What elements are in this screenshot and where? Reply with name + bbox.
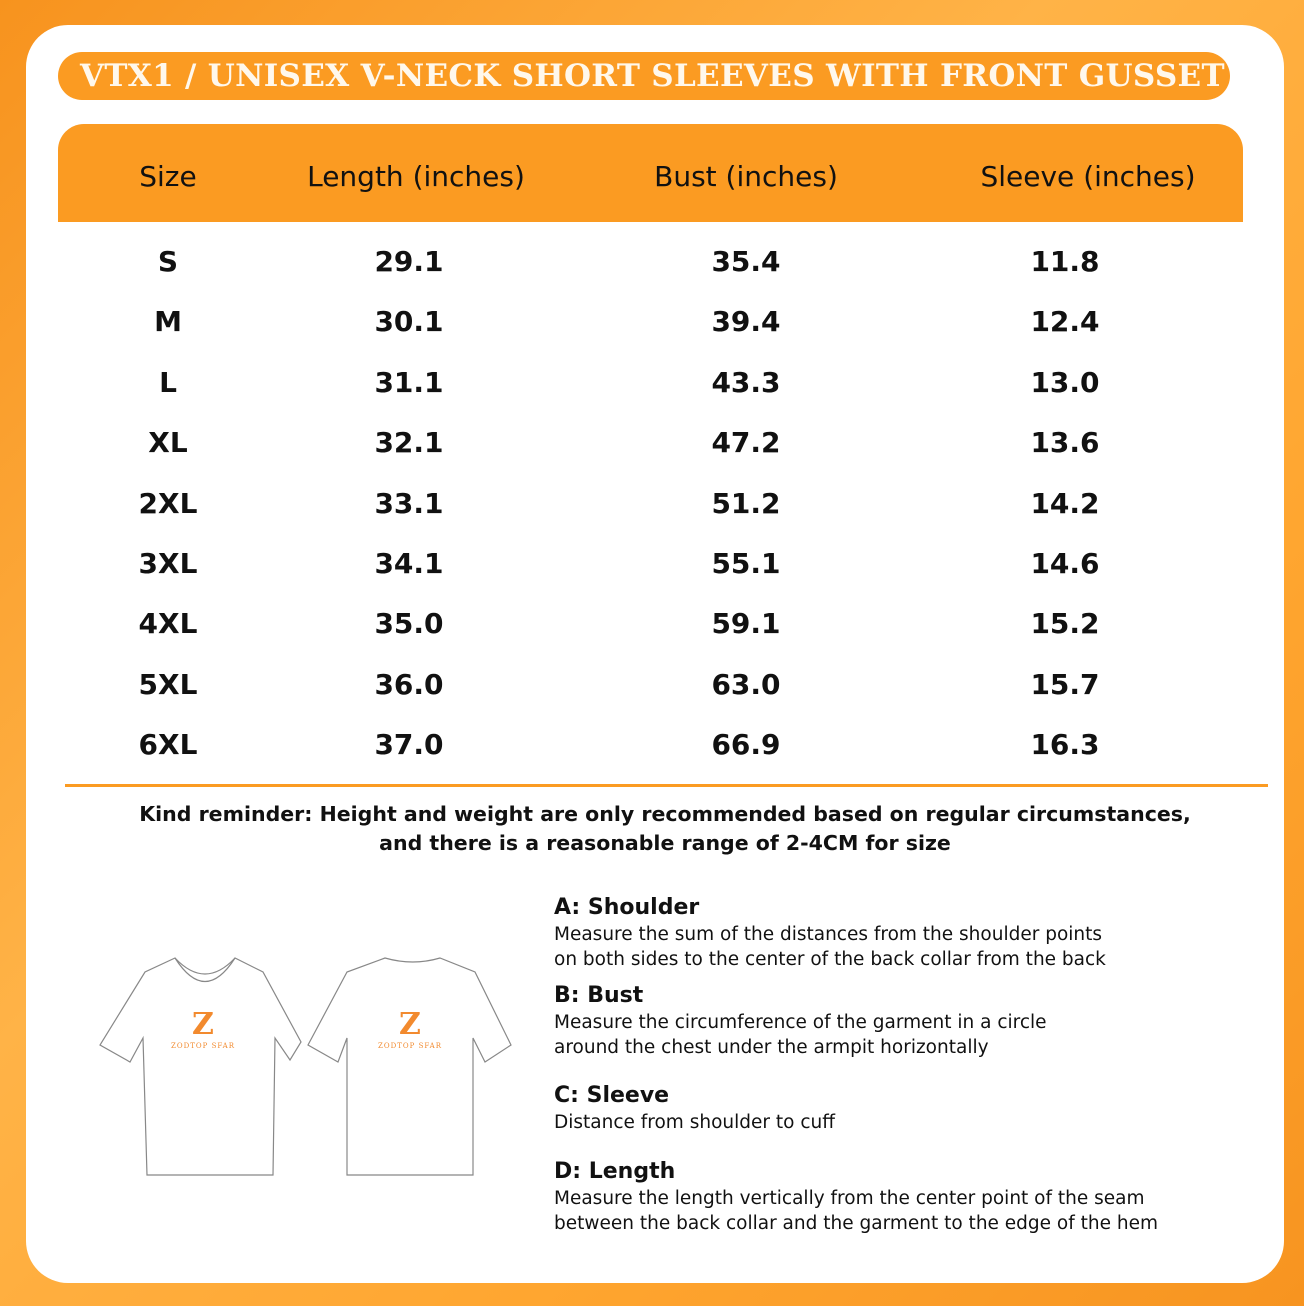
cell-bust: 39.4 [711,305,781,339]
cell-length: 34.1 [374,547,444,580]
table-row: 3XL 34.1 55.1 14.6 [58,534,1243,594]
cell-sleeve: 15.2 [1030,607,1100,641]
measurement-item: C: Sleeve Distance from shoulder to cuff [554,1082,835,1135]
cell-length: 30.1 [374,305,444,339]
cell-bust: 55.1 [711,547,781,580]
svg-text:ZODTOP SFAR: ZODTOP SFAR [171,1042,235,1050]
measurement-description: Distance from shoulder to cuff [554,1112,835,1133]
table-row: XL 32.1 47.2 13.6 [58,413,1243,473]
svg-text:ZODTOP SFAR: ZODTOP SFAR [378,1042,442,1050]
cell-sleeve: 11.8 [1030,245,1100,278]
cell-sleeve: 16.3 [1030,728,1100,762]
cell-size: 2XL [138,486,198,520]
cell-sleeve: 14.6 [1030,547,1100,580]
svg-text:Z: Z [399,1007,421,1042]
table-row: M 30.1 39.4 12.4 [58,292,1243,352]
cell-length: 35.0 [374,607,444,641]
table-row: 5XL 36.0 63.0 15.7 [58,655,1243,715]
tshirt-front [99,957,302,1176]
cell-length: 37.0 [374,728,444,762]
brand-logo: Z ZODTOP SFAR Z ZODTOP SFAR [171,1007,442,1050]
measurement-description: Measure the sum of the distances from th… [554,924,1103,945]
table-row: S 29.1 35.4 11.8 [58,232,1243,292]
measurement-description: Measure the length vertically from the c… [554,1188,1145,1209]
cell-length: 31.1 [374,365,444,399]
reminder-line-1: Kind reminder: Height and weight are onl… [139,802,1191,826]
cell-bust: 59.1 [711,607,781,641]
divider [65,784,1268,787]
cell-size: 4XL [138,607,198,641]
tshirt-back [307,957,512,1176]
cell-length: 36.0 [374,667,444,701]
cell-length: 33.1 [374,486,444,520]
cell-sleeve: 15.7 [1030,667,1100,701]
measurement-title: B: Bust [554,983,644,1008]
measurement-item: B: Bust Measure the circumference of the … [554,982,1047,1060]
cell-size: XL [148,426,188,460]
cell-sleeve: 13.0 [1030,365,1100,399]
measurement-description: on both sides to the center of the back … [554,949,1106,970]
header-length: Length (inches) [307,160,525,193]
measurement-description: between the back collar and the garment … [554,1213,1159,1234]
cell-size: 3XL [138,547,198,580]
cell-bust: 66.9 [711,728,781,762]
header-sleeve: Sleeve (inches) [980,160,1196,193]
header-bust: Bust (inches) [654,160,838,193]
measurement-item: D: Length Measure the length vertically f… [554,1158,1158,1236]
table-row: 6XL 37.0 66.9 16.3 [58,715,1243,775]
cell-length: 29.1 [374,245,444,278]
measurement-description: Measure the circumference of the garment… [554,1012,1047,1033]
measurement-item: A: Shoulder Measure the sum of the distan… [554,894,1106,972]
cell-length: 32.1 [374,426,444,460]
cell-sleeve: 13.6 [1030,426,1100,460]
cell-bust: 47.2 [711,426,781,460]
svg-text:Z: Z [192,1007,214,1042]
reminder-line-2: and there is a reasonable range of 2-4CM… [379,831,951,855]
cell-bust: 43.3 [711,365,781,399]
cell-sleeve: 14.2 [1030,486,1100,520]
cell-size: S [157,245,179,278]
cell-size: L [159,365,177,399]
measurement-title: D: Length [554,1159,676,1184]
kind-reminder: Kind reminder: Height and weight are onl… [60,800,1270,858]
page-title: VTX1 / UNISEX V-NECK SHORT SLEEVES WITH … [58,52,1230,100]
cell-bust: 51.2 [711,486,781,520]
cell-size: 6XL [138,728,198,762]
table-row: 2XL 33.1 51.2 14.2 [58,474,1243,534]
cell-size: 5XL [138,667,198,701]
table-header: Size Length (inches) Bust (inches) Sleev… [58,124,1243,222]
table-row: 4XL 35.0 59.1 15.2 [58,594,1243,654]
table-row: L 31.1 43.3 13.0 [58,353,1243,413]
measurement-description: around the chest under the armpit horizo… [554,1037,989,1058]
cell-size: M [154,305,182,339]
measurement-title: A: Shoulder [554,895,700,920]
header-size: Size [139,160,197,193]
measurement-title: C: Sleeve [554,1083,670,1108]
cell-bust: 35.4 [711,245,781,278]
cell-bust: 63.0 [711,667,781,701]
tshirt-illustration: Z ZODTOP SFAR Z ZODTOP SFAR [99,957,512,1176]
cell-sleeve: 12.4 [1030,305,1100,339]
